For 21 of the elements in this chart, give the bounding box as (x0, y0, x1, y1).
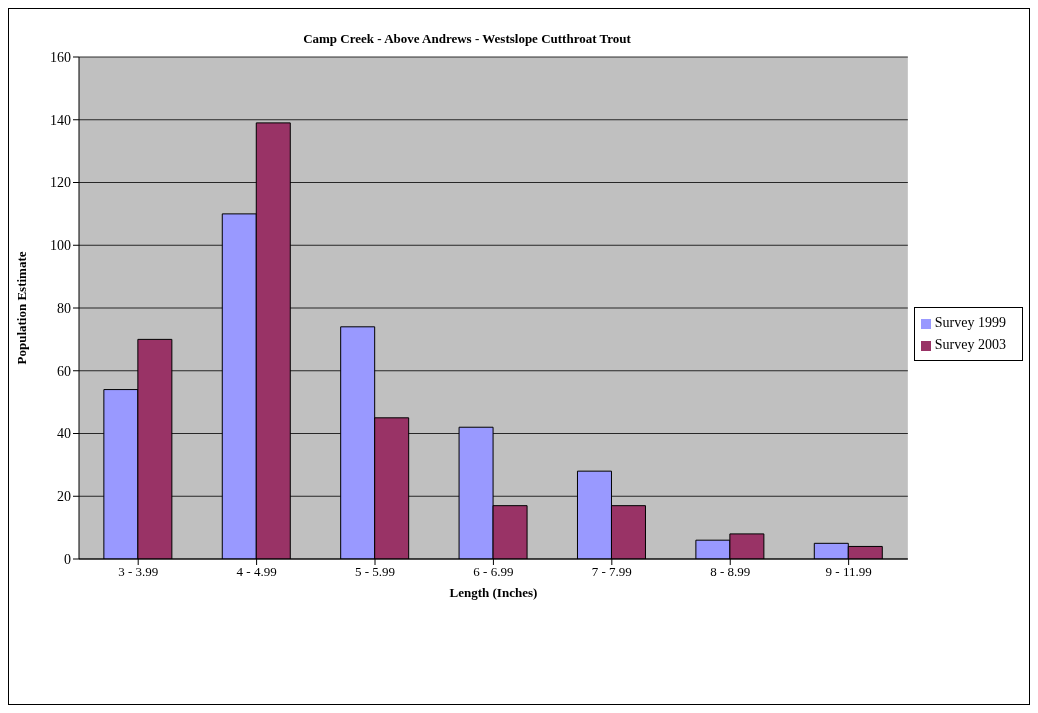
x-tick-label: 6 - 6.99 (473, 564, 514, 580)
x-axis-title: Length (Inches) (449, 585, 538, 600)
y-tick-label: 20 (57, 489, 71, 505)
x-tick-label: 4 - 4.99 (236, 564, 277, 580)
y-tick-label: 80 (57, 300, 71, 316)
y-tick-label: 100 (50, 238, 71, 254)
x-tick-label: 9 - 11.99 (825, 564, 872, 580)
x-tick-label: 3 - 3.99 (118, 564, 159, 580)
x-tick-label: 8 - 8.99 (710, 564, 751, 580)
y-tick-label: 120 (50, 175, 71, 191)
chart-title: Camp Creek - Above Andrews - Westslope Cutthroat Trout (302, 31, 632, 47)
y-tick-label: 160 (50, 49, 71, 65)
x-tick-label: 5 - 5.99 (354, 564, 396, 580)
legend-label: Survey 2003 (934, 337, 1006, 352)
legend-label: Survey 1999 (934, 315, 1006, 330)
y-tick-label: 40 (57, 426, 71, 442)
y-tick-label: 140 (50, 112, 71, 128)
y-tick-label: 0 (64, 551, 71, 567)
y-axis-title: Population Estimate (13, 251, 29, 365)
x-tick-label: 7 - 7.99 (591, 564, 632, 580)
y-tick-label: 60 (57, 363, 71, 379)
